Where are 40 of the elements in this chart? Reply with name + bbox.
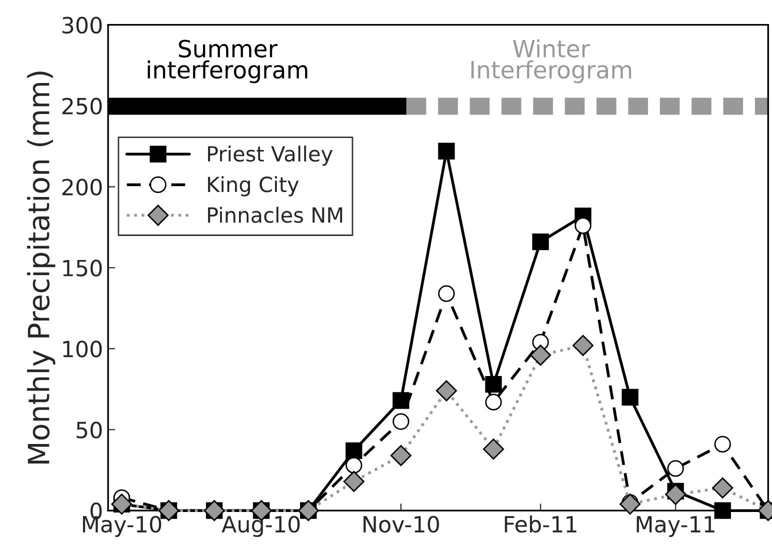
point [485,376,502,393]
point [482,438,504,460]
legend-label: Priest Valley [208,146,333,166]
point [714,436,731,453]
point [530,344,552,366]
x-tick-label: May-11 [636,516,714,537]
point [572,334,594,356]
y-tick-label: 100 [63,340,102,358]
point [622,388,638,406]
point [392,392,410,409]
point [111,494,132,515]
x-tick-label: Nov-10 [364,516,439,533]
point [346,442,362,460]
point [574,217,592,234]
y-tick-label: 250 [62,98,102,115]
point [343,470,364,492]
point [346,456,362,474]
point [665,484,686,505]
point [438,285,455,302]
point [714,502,731,519]
point [620,494,641,515]
point [392,413,410,430]
y-tick-label: 50 [76,422,102,438]
x-tick-label: Feb-11 [504,515,576,533]
y-tick-label: 300 [62,16,102,34]
point [712,477,734,498]
y-axis-title: Monthly Precipitation (mm) [27,72,56,464]
annotation: Winter Interferogram [471,39,632,84]
point [667,460,684,477]
point [438,142,455,160]
point [436,380,457,402]
annotation: Summer interferogram [148,40,308,84]
y-tick-label: 150 [63,260,102,276]
point [532,233,549,250]
legend-label: Pinnacles NM [208,206,342,223]
y-tick-label: 200 [62,178,102,196]
point [485,394,502,410]
legend-label: King City [208,176,299,196]
x-tick-label: Aug-10 [222,516,300,537]
point [390,445,412,466]
